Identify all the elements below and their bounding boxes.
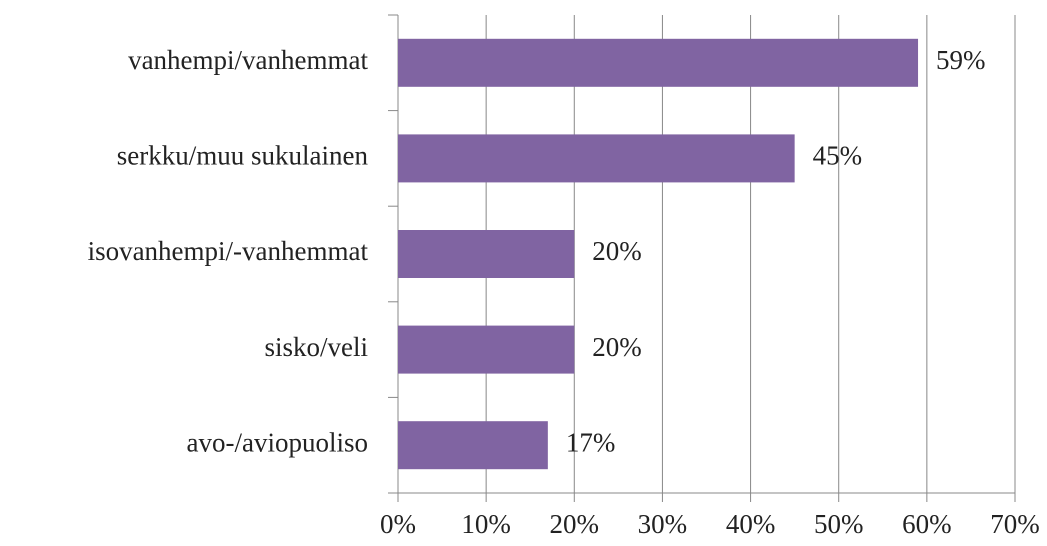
x-tick-label: 60% bbox=[902, 509, 952, 539]
data-label: 20% bbox=[592, 236, 642, 266]
data-label: 45% bbox=[813, 141, 863, 171]
bar bbox=[398, 325, 575, 374]
bar bbox=[398, 230, 575, 278]
y-tick-label: avo-/aviopuoliso bbox=[187, 427, 368, 457]
y-tick-label: vanhempi/vanhemmat bbox=[128, 45, 368, 75]
x-tick-label: 70% bbox=[990, 509, 1040, 539]
x-tick-label: 10% bbox=[461, 509, 511, 539]
bar bbox=[398, 38, 919, 87]
data-label: 20% bbox=[592, 332, 642, 362]
bar bbox=[398, 421, 548, 470]
x-tick-label: 30% bbox=[638, 509, 688, 539]
y-tick-label: serkku/muu sukulainen bbox=[117, 141, 369, 171]
x-tick-label: 40% bbox=[726, 509, 776, 539]
data-label: 59% bbox=[936, 45, 986, 75]
y-tick-label: sisko/veli bbox=[264, 332, 368, 362]
x-tick-label: 0% bbox=[380, 509, 416, 539]
data-label: 17% bbox=[566, 427, 616, 457]
bar bbox=[398, 134, 795, 183]
x-tick-label: 20% bbox=[550, 509, 600, 539]
y-tick-label: isovanhempi/-vanhemmat bbox=[88, 236, 369, 266]
x-tick-label: 50% bbox=[814, 509, 864, 539]
